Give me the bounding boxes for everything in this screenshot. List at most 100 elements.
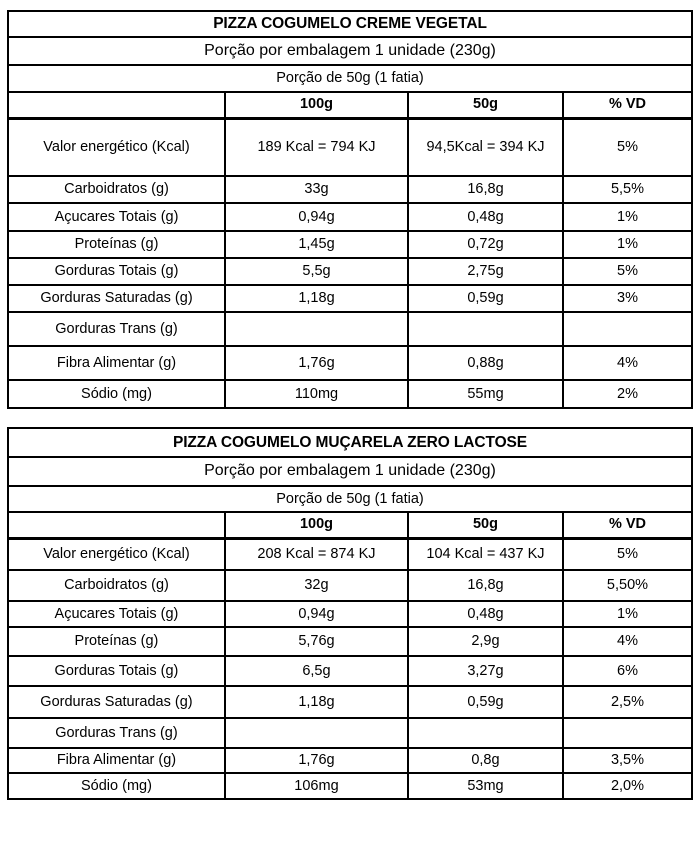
table-row: Valor energético (Kcal) 189 Kcal = 794 K… — [7, 117, 693, 177]
value-100g: 189 Kcal = 794 KJ — [224, 117, 409, 177]
value-100g: 1,18g — [223, 685, 409, 719]
value-vd: 5% — [561, 537, 694, 571]
value-100g: 0,94g — [223, 600, 409, 628]
product-title: PIZZA COGUMELO MUÇARELA ZERO LACTOSE — [6, 427, 694, 458]
value-100g: 110mg — [224, 379, 409, 409]
value-100g: 5,76g — [223, 626, 409, 657]
table-row: Proteínas (g) 1,45g 0,72g 1% — [7, 230, 693, 259]
table-row: Gorduras Saturadas (g) 1,18g 0,59g 2,5% — [6, 685, 694, 719]
col-header-100g: 100g — [224, 91, 409, 120]
value-vd: 2,5% — [561, 685, 694, 719]
nutrient-label: Gorduras Totais (g) — [6, 655, 226, 687]
table-row: Sódio (mg) 106mg 53mg 2,0% — [6, 772, 694, 800]
value-50g: 16,8g — [406, 569, 564, 602]
value-50g: 3,27g — [406, 655, 564, 687]
table-row: Fibra Alimentar (g) 1,76g 0,88g 4% — [7, 345, 693, 381]
value-vd: 1% — [562, 202, 693, 232]
value-100g: 32g — [223, 569, 409, 602]
table-row: Açucares Totais (g) 0,94g 0,48g 1% — [7, 202, 693, 232]
value-100g: 1,76g — [224, 345, 409, 381]
value-50g: 0,8g — [406, 747, 564, 774]
nutrient-label: Gorduras Trans (g) — [7, 311, 226, 347]
value-100g: 5,5g — [224, 257, 409, 286]
value-vd: 5,50% — [561, 569, 694, 602]
corner-cell — [7, 91, 226, 120]
value-100g: 1,45g — [224, 230, 409, 259]
nutrient-label: Fibra Alimentar (g) — [6, 747, 226, 774]
value-50g: 104 Kcal = 437 KJ — [406, 537, 564, 571]
value-vd: 1% — [562, 230, 693, 259]
col-header-vd: % VD — [561, 511, 694, 540]
nutrient-label: Açucares Totais (g) — [7, 202, 226, 232]
portion-package-row: Porção por embalagem 1 unidade (230g) — [7, 36, 693, 66]
nutrient-label: Gorduras Saturadas (g) — [7, 284, 226, 313]
value-50g: 0,88g — [407, 345, 564, 381]
value-vd: 4% — [562, 345, 693, 381]
value-50g: 2,75g — [407, 257, 564, 286]
value-50g — [407, 311, 564, 347]
nutrient-label: Fibra Alimentar (g) — [7, 345, 226, 381]
value-vd — [562, 311, 693, 347]
value-100g: 0,94g — [224, 202, 409, 232]
nutrient-label: Sódio (mg) — [6, 772, 226, 800]
value-50g: 0,48g — [406, 600, 564, 628]
value-100g: 1,18g — [224, 284, 409, 313]
value-vd: 5,5% — [562, 175, 693, 204]
table-title-row: PIZZA COGUMELO MUÇARELA ZERO LACTOSE — [6, 427, 694, 458]
col-header-50g: 50g — [406, 511, 564, 540]
value-vd: 6% — [561, 655, 694, 687]
portion-slice-text: Porção de 50g (1 fatia) — [6, 485, 694, 513]
value-100g: 106mg — [223, 772, 409, 800]
value-vd: 2,0% — [561, 772, 694, 800]
nutrient-label: Sódio (mg) — [7, 379, 226, 409]
value-vd: 1% — [561, 600, 694, 628]
value-50g: 94,5Kcal = 394 KJ — [407, 117, 564, 177]
nutrient-label: Valor energético (Kcal) — [6, 537, 226, 571]
portion-package-text: Porção por embalagem 1 unidade (230g) — [7, 36, 693, 66]
portion-package-text: Porção por embalagem 1 unidade (230g) — [6, 456, 694, 487]
column-header-row: 100g 50g % VD — [6, 511, 694, 540]
value-50g — [406, 717, 564, 749]
col-header-50g: 50g — [407, 91, 564, 120]
nutrient-label: Proteínas (g) — [7, 230, 226, 259]
portion-slice-row: Porção de 50g (1 fatia) — [6, 485, 694, 513]
table-row: Carboidratos (g) 33g 16,8g 5,5% — [7, 175, 693, 204]
value-50g: 0,59g — [406, 685, 564, 719]
portion-slice-text: Porção de 50g (1 fatia) — [7, 64, 693, 93]
value-100g: 208 Kcal = 874 KJ — [223, 537, 409, 571]
value-50g: 55mg — [407, 379, 564, 409]
table-row: Proteínas (g) 5,76g 2,9g 4% — [6, 626, 694, 657]
col-header-vd: % VD — [562, 91, 693, 120]
nutrient-label: Gorduras Totais (g) — [7, 257, 226, 286]
value-100g — [223, 717, 409, 749]
value-100g: 1,76g — [223, 747, 409, 774]
table-row: Valor energético (Kcal) 208 Kcal = 874 K… — [6, 537, 694, 571]
value-50g: 16,8g — [407, 175, 564, 204]
value-100g: 33g — [224, 175, 409, 204]
value-50g: 2,9g — [406, 626, 564, 657]
value-vd: 5% — [562, 117, 693, 177]
value-100g — [224, 311, 409, 347]
table-row: Fibra Alimentar (g) 1,76g 0,8g 3,5% — [6, 747, 694, 774]
table-row: Gorduras Trans (g) — [7, 311, 693, 347]
value-50g: 53mg — [406, 772, 564, 800]
column-header-row: 100g 50g % VD — [7, 91, 693, 120]
nutrient-label: Carboidratos (g) — [7, 175, 226, 204]
table-row: Gorduras Totais (g) 6,5g 3,27g 6% — [6, 655, 694, 687]
value-vd: 2% — [562, 379, 693, 409]
value-50g: 0,72g — [407, 230, 564, 259]
col-header-100g: 100g — [223, 511, 409, 540]
value-vd: 5% — [562, 257, 693, 286]
value-vd: 4% — [561, 626, 694, 657]
nutrient-label: Valor energético (Kcal) — [7, 117, 226, 177]
table-title-row: PIZZA COGUMELO CREME VEGETAL — [7, 10, 693, 38]
table-row: Sódio (mg) 110mg 55mg 2% — [7, 379, 693, 409]
nutrition-table-creme-vegetal: PIZZA COGUMELO CREME VEGETAL Porção por … — [7, 10, 693, 409]
value-50g: 0,48g — [407, 202, 564, 232]
value-vd: 3% — [562, 284, 693, 313]
nutrient-label: Gorduras Saturadas (g) — [6, 685, 226, 719]
value-vd — [561, 717, 694, 749]
portion-slice-row: Porção de 50g (1 fatia) — [7, 64, 693, 93]
table-row: Gorduras Trans (g) — [6, 717, 694, 749]
